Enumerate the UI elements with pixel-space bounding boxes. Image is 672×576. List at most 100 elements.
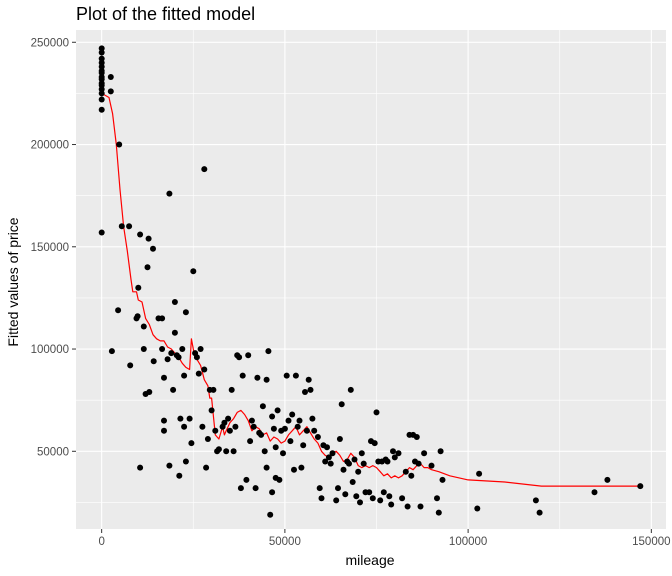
data-point: [302, 389, 308, 395]
data-point: [265, 348, 272, 355]
data-point: [536, 509, 543, 516]
data-point: [186, 415, 193, 422]
data-point: [175, 354, 182, 361]
x-tick-label: 0: [98, 536, 104, 548]
data-point: [435, 509, 442, 516]
data-point: [296, 417, 303, 424]
y-tick-label: 150000: [31, 242, 69, 254]
data-point: [413, 434, 420, 440]
data-point: [267, 511, 274, 518]
data-point: [127, 362, 134, 369]
data-point: [145, 235, 152, 242]
data-point: [115, 307, 122, 314]
x-tick-label: 100000: [449, 536, 487, 548]
data-point: [329, 450, 336, 457]
data-point: [355, 468, 362, 475]
data-point: [161, 427, 167, 434]
data-point: [161, 374, 167, 381]
data-point: [98, 76, 105, 83]
data-point: [285, 417, 292, 424]
data-point: [98, 96, 105, 103]
data-point: [349, 479, 356, 485]
fitted-line: [101, 92, 641, 487]
data-point: [386, 493, 393, 500]
data-point: [245, 352, 252, 359]
data-point: [107, 88, 114, 95]
data-point: [258, 431, 265, 438]
data-point: [237, 485, 244, 492]
data-point: [179, 346, 186, 352]
data-point: [98, 55, 105, 62]
data-point: [98, 229, 105, 236]
data-point: [276, 476, 283, 483]
data-point: [208, 407, 215, 414]
data-point: [347, 386, 354, 393]
data-point: [199, 423, 206, 430]
data-point: [338, 401, 345, 408]
data-point: [428, 462, 435, 469]
data-point: [269, 489, 276, 496]
data-point: [399, 495, 406, 502]
data-point: [166, 190, 173, 197]
data-point: [250, 423, 257, 430]
data-point: [170, 386, 177, 393]
data-point: [98, 86, 105, 93]
data-point: [402, 468, 409, 475]
data-point: [439, 476, 446, 483]
data-point: [388, 501, 395, 508]
data-point: [98, 82, 105, 89]
data-point: [259, 403, 266, 410]
data-point: [203, 464, 210, 471]
chart-title: Plot of the fitted model: [76, 4, 255, 24]
data-point: [309, 415, 316, 422]
data-point: [384, 458, 391, 465]
data-point: [98, 69, 105, 76]
data-point: [221, 419, 228, 426]
data-point: [181, 372, 188, 379]
data-point: [283, 372, 290, 379]
y-tick-label: 50000: [37, 446, 69, 458]
data-point: [98, 63, 105, 70]
data-point: [300, 442, 307, 449]
data-point: [201, 166, 208, 173]
data-point: [307, 386, 314, 393]
data-point: [204, 436, 211, 442]
data-point: [171, 329, 178, 336]
y-tick-label: 250000: [31, 37, 69, 49]
plot-panel: [76, 30, 666, 529]
data-point: [377, 497, 384, 504]
data-point: [272, 444, 279, 451]
data-point: [327, 460, 334, 467]
data-point: [98, 45, 105, 52]
data-point: [474, 505, 481, 512]
data-point: [98, 106, 105, 113]
data-point: [274, 407, 281, 414]
data-point: [215, 446, 222, 453]
data-point: [161, 417, 167, 424]
data-point: [346, 460, 352, 467]
minor-gridlines: [76, 30, 666, 529]
data-point: [305, 376, 312, 383]
data-point: [408, 472, 415, 479]
data-point: [236, 354, 243, 361]
data-point: [225, 415, 232, 422]
data-point: [118, 223, 125, 230]
data-point: [190, 268, 197, 275]
data-point: [637, 483, 644, 490]
x-axis: 0 50000 100000 150000: [98, 529, 671, 548]
data-point: [98, 59, 105, 66]
data-point: [434, 495, 440, 502]
data-point: [210, 386, 217, 393]
data-point: [591, 489, 598, 496]
data-point: [318, 495, 325, 502]
data-point: [336, 436, 343, 442]
points-layer: [98, 45, 644, 518]
data-point: [311, 427, 318, 434]
x-tick-label: 150000: [632, 536, 670, 548]
data-point: [247, 438, 254, 445]
data-point: [395, 450, 402, 457]
data-point: [325, 454, 332, 461]
data-point: [254, 374, 261, 381]
data-point: [380, 489, 387, 496]
